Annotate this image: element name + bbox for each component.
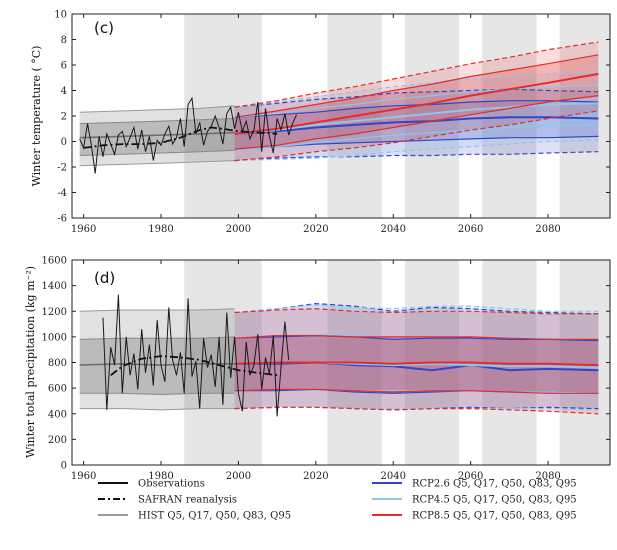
x-tick-label: 2020 (303, 224, 328, 235)
observations-line (102, 294, 290, 417)
line-RCP45-q5 (234, 139, 599, 162)
hist-line-q5 (79, 160, 235, 167)
x-tick-label: 2000 (226, 471, 251, 482)
legend-label: RCP2.6 Q5, Q17, Q50, Q83, Q95 (412, 479, 577, 490)
line-RCP85-q83 (234, 335, 599, 340)
line-RCP85-q5 (234, 406, 599, 415)
band-outer-RCP45 (234, 72, 599, 161)
x-tick-label: 1980 (148, 471, 173, 482)
x-tick-label: 2040 (381, 471, 406, 482)
x-tick-label: 2060 (458, 471, 483, 482)
y-tick-label: 600 (48, 384, 67, 395)
band-inner-RCP26 (234, 100, 599, 150)
line-RCP85-q50 (234, 72, 599, 135)
line-RCP85-q17 (234, 95, 599, 150)
period-shade (482, 14, 537, 218)
line-RCP26-q95 (234, 88, 599, 108)
y-tick-label: 200 (48, 435, 67, 446)
y-tick-label: 400 (48, 409, 67, 420)
y-tick-label: 800 (48, 358, 67, 369)
line-RCP85-q95 (234, 41, 599, 108)
band-outer-RCP26 (234, 303, 599, 410)
panel-c: 1960 1980 2000 2020 2040 2060 2080 -6 -4 -2 0 2 4 6 8 1… (30, 10, 611, 235)
safran-line (110, 355, 278, 377)
y-tick-label: 0 (61, 137, 67, 148)
legend-label: HIST Q5, Q17, Q50, Q83, Q95 (138, 511, 291, 522)
line-RCP45-q5 (234, 406, 599, 411)
line-RCP45-q95 (234, 72, 599, 108)
x-tick-label: 1980 (148, 224, 173, 235)
line-RCP45-q95 (234, 304, 599, 314)
y-tick-label: 10 (54, 10, 67, 21)
y-tick-label: 1000 (42, 332, 67, 343)
x-tick-label: 1960 (71, 471, 96, 482)
x-tick-label: 2000 (226, 224, 251, 235)
line-RCP26-q5 (234, 151, 599, 162)
hist-line-q17 (79, 149, 235, 156)
y-tick-label: -6 (57, 214, 67, 225)
hist-band-inner (79, 118, 235, 156)
observations-line (79, 96, 297, 174)
x-tick-label: 2040 (381, 224, 406, 235)
band-outer-RCP45 (234, 304, 599, 410)
legend-label: RCP4.5 Q5, Q17, Q50, Q83, Q95 (412, 495, 577, 506)
y-tick-label: -4 (57, 188, 67, 199)
legend-label: RCP8.5 Q5, Q17, Q50, Q83, Q95 (412, 511, 577, 522)
legend-label: SAFRAN reanalysis (138, 495, 237, 506)
hist-line-q95 (79, 308, 235, 312)
plot-content (79, 14, 610, 218)
x-tick-label: 1960 (71, 224, 96, 235)
x-tick-label: 2080 (535, 471, 560, 482)
line-RCP85-q95 (234, 308, 599, 315)
plot-content (79, 260, 610, 465)
period-shade (559, 260, 610, 465)
hist-line-q5 (79, 408, 235, 411)
line-RCP26-q83 (234, 100, 599, 118)
y-tick-label: 1400 (42, 281, 67, 292)
y-axis-label: Winter temperature ( °C) (30, 46, 43, 187)
x-tick-label: 2080 (535, 224, 560, 235)
legend-label: Observations (138, 479, 205, 490)
x-tick-label: 2020 (303, 471, 328, 482)
x-tick-label: 2060 (458, 224, 483, 235)
line-RCP26-q95 (234, 302, 599, 315)
line-RCP85-q83 (234, 54, 599, 118)
panel-label: (c) (94, 19, 114, 37)
y-tick-label: 1200 (42, 307, 67, 318)
hist-band-outer (79, 308, 235, 410)
hist-line-q95 (79, 105, 235, 113)
line-RCP85-q50 (234, 361, 599, 367)
y-tick-label: 2 (61, 112, 67, 123)
line-RCP45-q83 (234, 84, 599, 118)
line-RCP85-q5 (234, 110, 599, 162)
line-RCP26-q50 (234, 116, 599, 135)
y-tick-label: 8 (61, 35, 67, 46)
line-RCP26-q17 (234, 135, 599, 150)
panel-label: (d) (94, 269, 115, 287)
band-outer-RCP85 (234, 42, 599, 161)
y-tick-label: 6 (61, 61, 67, 72)
line-RCP45-q17 (234, 124, 599, 150)
y-tick-label: 0 (61, 461, 67, 472)
legend: Observations SAFRAN reanalysis HIST Q5, Q1… (98, 479, 577, 522)
y-tick-label: -2 (57, 163, 67, 174)
line-RCP85-q17 (234, 388, 599, 394)
y-tick-label: 1600 (42, 256, 67, 267)
panel-d: 1960 1980 2000 2020 2040 2060 2080 0 200 400 600 80… (24, 256, 611, 482)
hist-line-q83 (79, 118, 235, 125)
hist-line-q83 (79, 336, 235, 340)
y-axis-label: Winter total precipitation (kg m⁻²) (24, 266, 37, 458)
y-tick-label: 4 (61, 86, 67, 97)
safran-line (83, 126, 278, 149)
band-inner-RCP85 (234, 54, 599, 150)
